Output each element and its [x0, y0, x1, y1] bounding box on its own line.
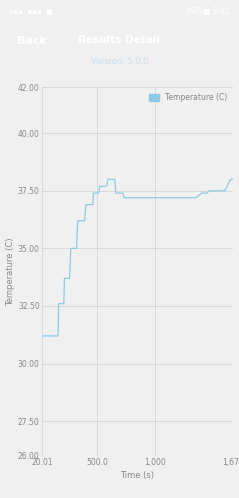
Text: Back: Back: [17, 36, 47, 46]
X-axis label: Time (s): Time (s): [120, 471, 154, 480]
Text: ▾▪▪  ▪▪▪  ■  ...: ▾▪▪ ▪▪▪ ■ ...: [10, 9, 64, 15]
Text: 89%■ 3:42: 89%■ 3:42: [186, 7, 229, 16]
Text: Results Detail: Results Detail: [78, 34, 161, 45]
Y-axis label: Temperature (C): Temperature (C): [6, 237, 15, 306]
Legend: Temperature (C): Temperature (C): [147, 91, 229, 105]
Text: Version: 5.0.0: Version: 5.0.0: [91, 57, 148, 66]
